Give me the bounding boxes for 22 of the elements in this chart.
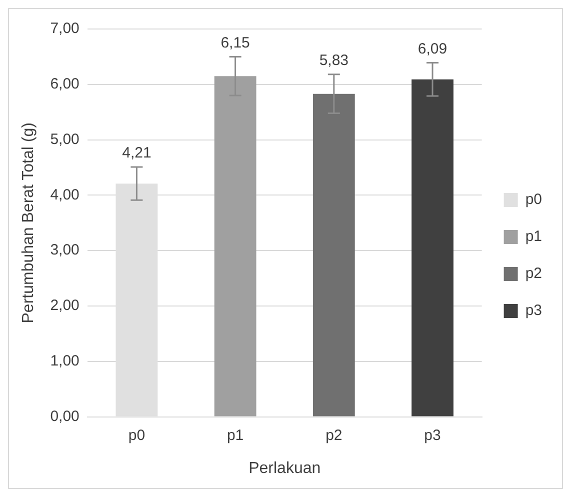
y-tick-label: 4,00 — [50, 186, 80, 204]
y-tick-label: 1,00 — [50, 352, 80, 370]
legend-label: p0 — [525, 191, 542, 208]
x-tick-label: p2 — [326, 426, 342, 444]
y-tick-label: 6,00 — [50, 76, 80, 93]
y-tick-label: 3,00 — [50, 242, 80, 259]
x-tick-label: p3 — [424, 426, 441, 444]
data-label: 5,83 — [319, 52, 349, 70]
legend-label: p3 — [525, 302, 542, 320]
legend-label: p2 — [525, 265, 542, 282]
data-label: 6,15 — [220, 34, 250, 52]
data-label: 4,21 — [122, 144, 152, 162]
legend-label: p1 — [525, 228, 542, 246]
x-axis-title: Perlakuan — [248, 460, 321, 477]
x-tick-label: p1 — [226, 426, 244, 444]
data-label: 6,09 — [418, 40, 448, 58]
y-tick-label: 7,00 — [50, 20, 80, 38]
x-tick-label: p0 — [128, 426, 146, 444]
y-tick-label: 0,00 — [50, 408, 80, 425]
y-tick-label: 5,00 — [50, 130, 80, 148]
y-axis-title: Pertumbuhan Berat Total (g) — [20, 122, 38, 324]
y-tick-label: 2,00 — [50, 297, 80, 314]
